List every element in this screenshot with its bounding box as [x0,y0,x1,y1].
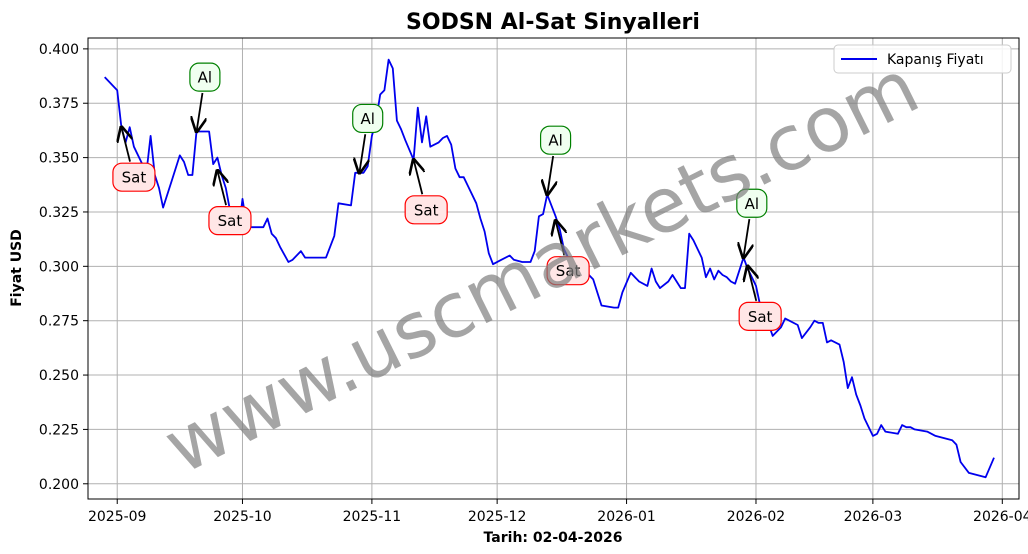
signal-box [738,301,782,331]
signal-box [736,188,768,218]
x-axis: 2025-09 2025-10 2025-11 2025-12 2026-01 2026-… [88,499,1028,525]
legend: Kapanış Fiyatı [833,44,1012,74]
buy-signal: Al [189,62,221,132]
x-axis-label: Tarih: 02-04-2026 [484,530,623,546]
signal-label: Sat [122,169,147,187]
y-axis: 0.200 0.225 0.250 0.275 0.300 0.325 0.350 0.375… [39,42,88,493]
y-tick-label: 0.275 [39,314,79,330]
signal-arrow [743,218,749,258]
signal-arrow [217,171,226,206]
signal-arrow [121,127,130,162]
signal-arrow [547,155,553,195]
signal-label: Al [198,69,212,87]
sell-signal: Sat [404,160,448,225]
plot-frame [87,37,1020,500]
signal-box [539,125,572,155]
y-tick-label: 0.225 [39,422,79,438]
y-tick-label: 0.300 [39,259,79,275]
signal-label: Sat [748,308,773,326]
y-axis-label: Fiyat USD [9,229,25,307]
signal-box [189,62,221,92]
signal-arrow [414,160,423,195]
signal-box [352,103,384,134]
y-tick-label: 0.250 [39,368,79,384]
signal-arrow [197,92,203,132]
x-tick-label: 2025-12 [468,509,527,525]
sell-signal: Sat [738,266,782,331]
chart-title: SODSN Al-Sat Sinyalleri [406,10,700,35]
x-tick-label: 2026-01 [597,509,656,525]
y-tick-label: 0.350 [39,151,79,167]
signal-arrow [748,266,757,302]
signal-label: Sat [556,262,581,280]
x-tick-label: 2025-09 [88,509,147,525]
buy-signal: Al [539,125,572,195]
signal-label: Al [360,110,374,128]
signal-label: Al [548,132,562,150]
signal-box [404,195,448,225]
x-tick-label: 2025-10 [213,509,272,525]
signal-arrow [359,134,365,173]
signal-box [112,162,156,192]
signal-box [208,206,252,236]
buy-signal: Al [736,188,768,258]
signal-label: Al [745,195,759,213]
x-tick-label: 2026-04 [973,509,1028,525]
sell-signal: Sat [112,127,156,192]
signal-label: Sat [218,212,243,230]
x-tick-label: 2025-11 [343,509,402,525]
x-tick-label: 2026-03 [844,509,903,525]
x-tick-label: 2026-02 [727,509,786,525]
legend-label: Kapanış Fiyatı [887,52,984,68]
y-tick-label: 0.325 [39,205,79,221]
y-tick-label: 0.400 [39,42,79,58]
buy-signal: Al [352,103,384,173]
y-tick-label: 0.375 [39,96,79,112]
signal-arrow [556,221,565,256]
signal-label: Sat [414,201,439,219]
legend-box [833,44,1012,74]
sell-signal: Sat [546,221,590,286]
signal-annotations: Sat Al Sat Al Sat Al Sat Al Sat [112,62,782,331]
signal-box [546,256,590,286]
y-tick-label: 0.200 [39,477,79,493]
sell-signal: Sat [208,171,252,236]
